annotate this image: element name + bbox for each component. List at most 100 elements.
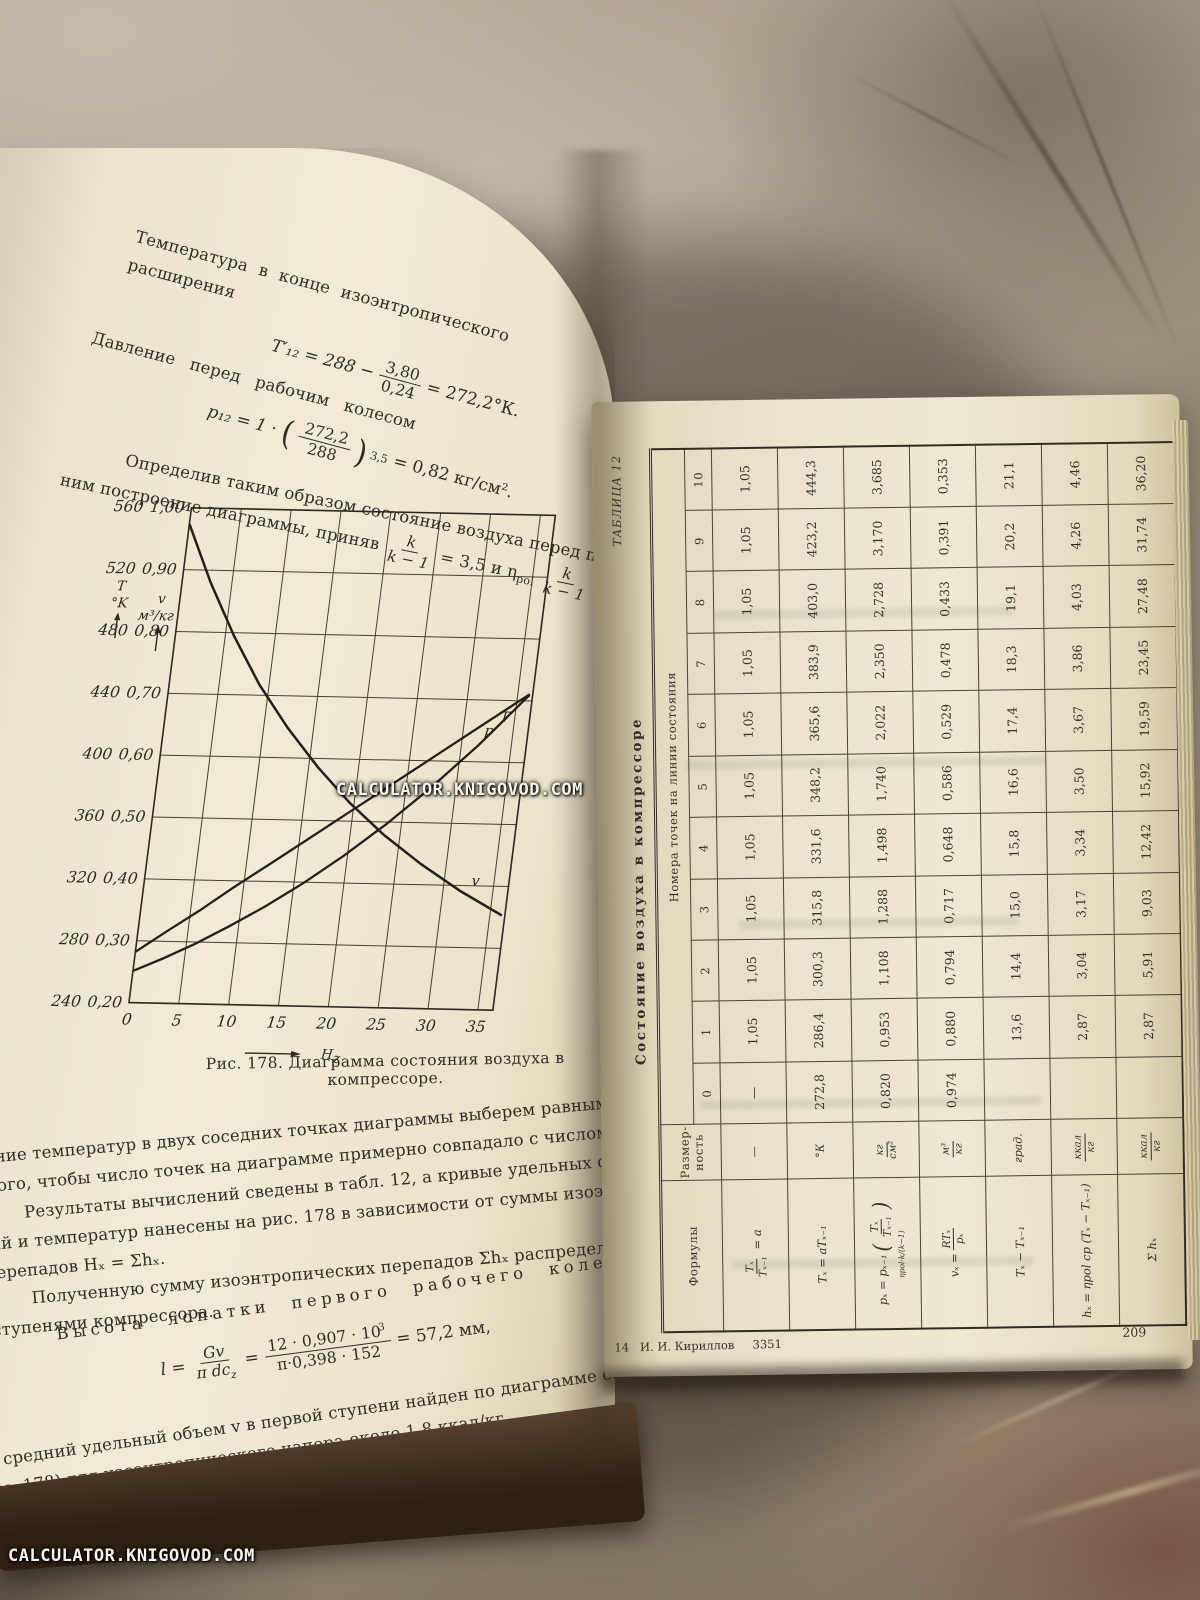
- svg-text:10: 10: [216, 1012, 238, 1030]
- svg-text:0,60: 0,60: [118, 745, 155, 764]
- svg-text:0,90: 0,90: [141, 560, 178, 579]
- marble-vein: [843, 70, 1031, 172]
- value-cell: 0,648: [914, 813, 982, 876]
- state-table: ТАБЛИЦА 12Состояние воздуха в компрессор…: [609, 441, 1188, 1334]
- marble-vein: [1000, 1450, 1200, 1533]
- value-cell: 0,586: [913, 751, 981, 815]
- value-cell: 383,9: [779, 631, 847, 694]
- value-cell: 1,108: [850, 937, 918, 1000]
- svg-text:400: 400: [81, 745, 114, 764]
- value-cell: 23,45: [1109, 626, 1178, 689]
- table-row: Tₓ = aTₓ₋₁ °К 272,8 286,4 300,3 315,8 331,6 348…: [777, 446, 856, 1331]
- svg-text:560: 560: [113, 497, 145, 516]
- value-cell: 1,05: [718, 938, 786, 1002]
- value-cell: 423,2: [778, 508, 846, 571]
- value-cell: 13,6: [983, 996, 1050, 1059]
- value-cell: 3,17: [1047, 872, 1115, 936]
- value-cell: 0,974: [917, 1058, 985, 1122]
- value-cell: 14,4: [982, 935, 1050, 998]
- svg-text:360: 360: [74, 806, 106, 825]
- unit-cell: кг см²: [852, 1121, 920, 1179]
- svg-text:0,40: 0,40: [102, 869, 139, 888]
- svg-text:440: 440: [88, 683, 121, 702]
- value-cell: 1,05: [713, 570, 780, 633]
- value-cell: 2,022: [846, 691, 914, 754]
- value-cell: 2,728: [845, 568, 912, 632]
- value-cell: 5,91: [1114, 933, 1182, 996]
- value-cell: 3,86: [1043, 627, 1111, 690]
- value-cell: 1,05: [714, 693, 782, 756]
- value-cell: 21,1: [975, 443, 1043, 507]
- svg-text:15: 15: [265, 1014, 287, 1032]
- svg-text:1,00: 1,00: [149, 498, 186, 517]
- value-cell: 0,717: [915, 874, 983, 938]
- formula-cell: Tₓ Tₓ₋₁ = a: [721, 1179, 790, 1332]
- svg-text:z: z: [331, 1051, 342, 1067]
- value-cell: 17,4: [978, 689, 1046, 752]
- svg-text:T: T: [116, 578, 128, 594]
- point-number-header: 3: [690, 878, 719, 941]
- value-cell: 1,498: [848, 814, 916, 877]
- value-cell: 348,2: [781, 753, 849, 817]
- table-row: Tₓ Tₓ₋₁ = a — —1,05 1,05 1,05 1,05 1,05 1,05 1,05 1…: [711, 447, 790, 1332]
- point-number-header: 5: [688, 755, 717, 818]
- value-cell: 1,288: [849, 875, 917, 939]
- svg-text:0,70: 0,70: [125, 684, 162, 703]
- value-cell: 2,87: [1049, 995, 1116, 1059]
- page-number: 209: [1122, 1324, 1147, 1340]
- svg-text:320: 320: [66, 868, 98, 887]
- point-number-header: 4: [689, 817, 718, 879]
- value-cell: 286,4: [785, 999, 852, 1062]
- svg-text:м³/кг: м³/кг: [137, 608, 175, 625]
- value-cell: 4,46: [1041, 442, 1109, 506]
- value-cell: 12,42: [1112, 810, 1180, 873]
- value-cell: 403,0: [779, 569, 846, 632]
- value-cell: 1,05: [713, 631, 781, 695]
- marble-vein: [1031, 0, 1182, 354]
- value-cell: 4,03: [1043, 565, 1110, 629]
- svg-text:T: T: [499, 710, 512, 726]
- svg-text:v: v: [157, 591, 167, 607]
- value-cell: 0,794: [916, 936, 984, 999]
- svg-text:25: 25: [364, 1016, 387, 1034]
- svg-text:240: 240: [49, 992, 82, 1011]
- value-cell: 1,05: [711, 447, 779, 511]
- value-cell: [983, 1058, 1051, 1121]
- value-cell: 1,05: [717, 877, 785, 940]
- value-cell: [1049, 1057, 1117, 1120]
- unit-cell: —: [720, 1123, 788, 1181]
- value-cell: 0,433: [911, 567, 978, 631]
- value-cell: 19,1: [977, 566, 1044, 630]
- svg-text:v: v: [471, 873, 481, 889]
- value-cell: 3,04: [1048, 934, 1116, 997]
- point-number-header: 2: [691, 939, 720, 1002]
- value-cell: 3,34: [1046, 811, 1114, 874]
- formula-cell: vₓ = RTₓ pₓ: [919, 1176, 988, 1329]
- value-cell: 3,50: [1045, 750, 1113, 813]
- formula-cell: pₓ = pₓ₋₁(Tₓ Tₓ₋₁) ηpol·k/(k−1): [853, 1177, 922, 1330]
- value-cell: 2,87: [1115, 994, 1183, 1058]
- value-cell: 1,05: [716, 816, 784, 879]
- value-cell: 1,05: [712, 509, 780, 572]
- point-number-header: 9: [685, 510, 714, 572]
- value-cell: 0,880: [917, 997, 984, 1060]
- point-number-header: 6: [687, 694, 716, 757]
- figure-caption: Рис. 178. Диаграмма состояния воздуха в …: [205, 1048, 565, 1089]
- marble-vein: [934, 0, 1168, 348]
- col-header-units: Размер-ность: [659, 1124, 722, 1182]
- value-cell: 272,8: [785, 1060, 853, 1124]
- value-cell: 315,8: [783, 876, 851, 939]
- value-cell: 0,353: [909, 444, 977, 508]
- formula-cell: Σ hₓ: [1117, 1173, 1187, 1326]
- value-cell: 1,740: [847, 752, 915, 816]
- value-cell: 31,74: [1108, 503, 1176, 566]
- watermark-bottom: CALCULATOR.KNIGOVOD.COM: [8, 1546, 255, 1566]
- value-cell: 365,6: [780, 692, 848, 755]
- table-row: hₓ = ηpol cp (Tₓ − Tₓ₋₁) ккал кг 2,87 3,04 3,…: [1041, 442, 1120, 1327]
- value-cell: 331,6: [782, 815, 850, 878]
- svg-text:520: 520: [105, 559, 137, 578]
- value-cell: 3,685: [843, 445, 911, 509]
- value-cell: 0,391: [910, 506, 978, 569]
- svg-text:0,20: 0,20: [86, 993, 123, 1012]
